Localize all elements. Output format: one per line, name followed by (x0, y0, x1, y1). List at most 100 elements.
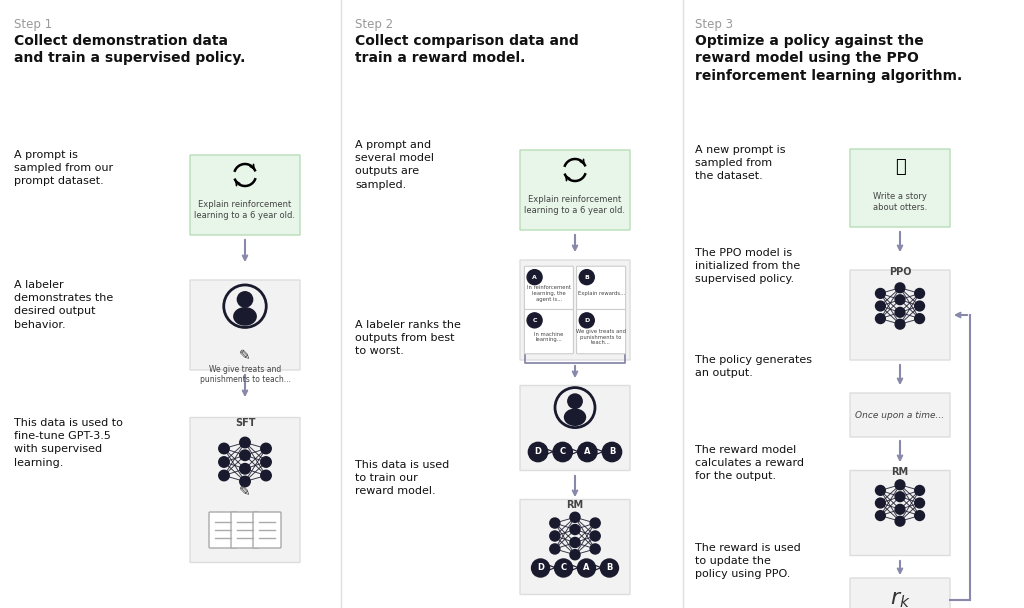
FancyBboxPatch shape (577, 309, 626, 354)
Circle shape (895, 319, 905, 329)
Text: >: > (548, 563, 556, 573)
Circle shape (914, 511, 925, 520)
Circle shape (578, 443, 597, 461)
Text: Collect comparison data and
train a reward model.: Collect comparison data and train a rewa… (355, 34, 579, 65)
Text: The policy generates
an output.: The policy generates an output. (695, 355, 812, 378)
Text: Optimize a policy against the
reward model using the PPO
reinforcement learning : Optimize a policy against the reward mod… (695, 34, 963, 83)
Text: In reinforcement
learning, the
agent is...: In reinforcement learning, the agent is.… (527, 286, 571, 302)
Text: This data is used
to train our
reward model.: This data is used to train our reward mo… (355, 460, 450, 496)
Text: The PPO model is
initialized from the
supervised policy.: The PPO model is initialized from the su… (695, 248, 800, 285)
Text: A prompt is
sampled from our
prompt dataset.: A prompt is sampled from our prompt data… (14, 150, 113, 187)
Text: B: B (606, 564, 612, 573)
Circle shape (590, 518, 600, 528)
Circle shape (602, 443, 622, 461)
Ellipse shape (233, 307, 257, 326)
Text: A: A (584, 564, 590, 573)
Circle shape (570, 537, 580, 548)
Circle shape (895, 295, 905, 305)
Circle shape (240, 476, 250, 487)
Text: The reward model
calculates a reward
for the output.: The reward model calculates a reward for… (695, 445, 804, 482)
FancyBboxPatch shape (850, 471, 950, 556)
FancyBboxPatch shape (231, 512, 259, 548)
Circle shape (261, 470, 271, 481)
Text: >: > (596, 447, 604, 457)
Ellipse shape (564, 409, 586, 426)
Text: PPO: PPO (889, 267, 911, 277)
FancyBboxPatch shape (520, 500, 630, 595)
Text: SFT: SFT (234, 418, 255, 428)
Text: We give treats and
punishments to teach...: We give treats and punishments to teach.… (200, 365, 291, 384)
Circle shape (555, 559, 572, 577)
Text: A: A (532, 275, 537, 280)
Circle shape (876, 289, 886, 299)
Text: >: > (571, 447, 579, 457)
FancyBboxPatch shape (190, 155, 300, 235)
Circle shape (219, 457, 229, 468)
Circle shape (531, 559, 550, 577)
Circle shape (895, 492, 905, 502)
Circle shape (219, 443, 229, 454)
Text: Explain reinforcement
learning to a 6 year old.: Explain reinforcement learning to a 6 ye… (524, 195, 626, 215)
Text: Step 2: Step 2 (355, 18, 393, 31)
Circle shape (240, 450, 250, 460)
Circle shape (570, 512, 580, 522)
Circle shape (219, 470, 229, 481)
Circle shape (895, 480, 905, 489)
Circle shape (895, 505, 905, 514)
FancyBboxPatch shape (520, 150, 630, 230)
Text: ✎: ✎ (240, 485, 251, 499)
Circle shape (876, 511, 886, 520)
Circle shape (527, 270, 542, 285)
Circle shape (876, 314, 886, 323)
Text: Write a story
about otters.: Write a story about otters. (872, 192, 927, 212)
FancyBboxPatch shape (209, 512, 237, 548)
Circle shape (240, 437, 250, 447)
Text: Step 1: Step 1 (14, 18, 52, 31)
Text: Step 3: Step 3 (695, 18, 733, 31)
FancyBboxPatch shape (524, 309, 573, 354)
Text: A labeler ranks the
outputs from best
to worst.: A labeler ranks the outputs from best to… (355, 320, 461, 356)
Circle shape (914, 301, 925, 311)
Text: A: A (584, 447, 591, 457)
Text: C: C (560, 564, 566, 573)
Text: C: C (560, 447, 565, 457)
Text: >: > (546, 447, 554, 457)
Circle shape (600, 559, 618, 577)
FancyBboxPatch shape (520, 260, 630, 360)
Text: In machine
learning...: In machine learning... (535, 331, 563, 342)
Text: B: B (609, 447, 615, 457)
Text: RM: RM (566, 500, 584, 510)
Circle shape (914, 486, 925, 496)
Circle shape (895, 283, 905, 292)
Circle shape (876, 498, 886, 508)
Circle shape (570, 550, 580, 560)
Text: B: B (585, 275, 589, 280)
Circle shape (914, 314, 925, 323)
Text: D: D (535, 447, 542, 457)
Text: 🦦: 🦦 (895, 158, 905, 176)
FancyBboxPatch shape (524, 266, 573, 311)
Text: A labeler
demonstrates the
desired output
behavior.: A labeler demonstrates the desired outpu… (14, 280, 114, 330)
Circle shape (914, 498, 925, 508)
Text: >: > (594, 563, 602, 573)
FancyBboxPatch shape (577, 266, 626, 311)
Circle shape (240, 463, 250, 474)
FancyBboxPatch shape (850, 270, 950, 360)
FancyBboxPatch shape (253, 512, 281, 548)
Circle shape (580, 270, 594, 285)
Circle shape (261, 457, 271, 468)
Circle shape (590, 531, 600, 541)
Text: We give treats and
punishments to
teach...: We give treats and punishments to teach.… (577, 329, 626, 345)
Circle shape (238, 292, 253, 307)
Circle shape (914, 289, 925, 299)
Text: The reward is used
to update the
policy using PPO.: The reward is used to update the policy … (695, 543, 801, 579)
Text: This data is used to
fine-tune GPT-3.5
with supervised
learning.: This data is used to fine-tune GPT-3.5 w… (14, 418, 123, 468)
Circle shape (567, 394, 583, 409)
Text: C: C (532, 318, 537, 323)
FancyBboxPatch shape (850, 578, 950, 608)
Text: D: D (537, 564, 544, 573)
Text: ✎: ✎ (240, 349, 251, 363)
Text: Collect demonstration data
and train a supervised policy.: Collect demonstration data and train a s… (14, 34, 246, 65)
Circle shape (550, 544, 560, 554)
Text: $r_k$: $r_k$ (890, 590, 910, 608)
